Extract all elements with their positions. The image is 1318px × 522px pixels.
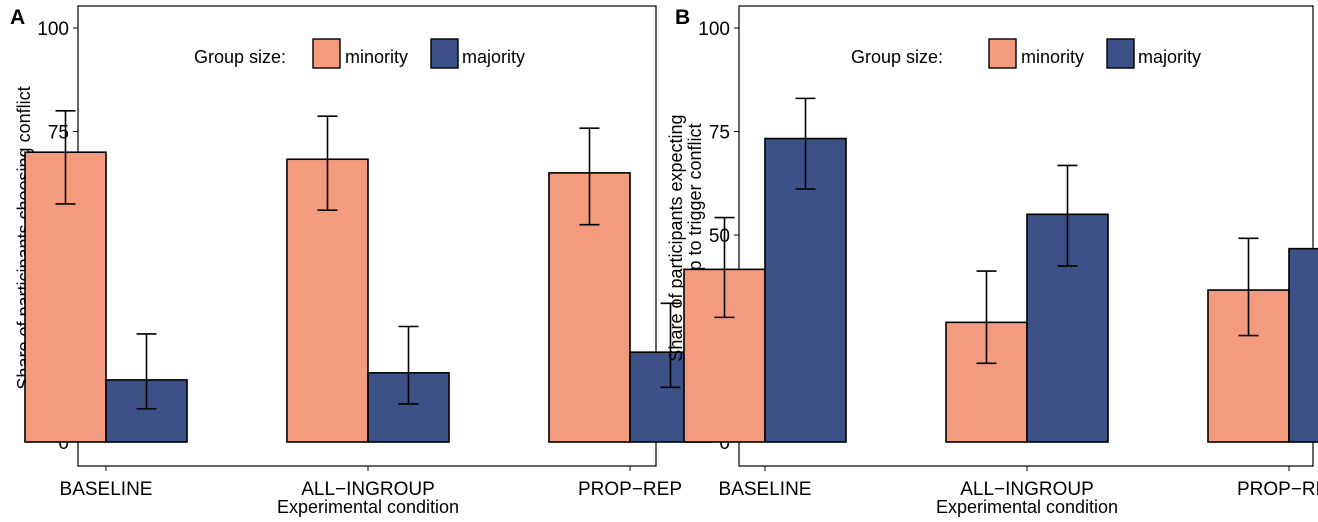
legend-label-majority: majority: [462, 47, 525, 67]
x-tick-label: BASELINE: [719, 479, 812, 500]
y-tick-label: 0: [719, 433, 730, 454]
error-bar-majority-0: [795, 97, 816, 190]
x-tick-label: BASELINE: [60, 479, 153, 500]
x-tick-label: ALL−INGROUP: [960, 479, 1094, 500]
legend-label-majority: majority: [1138, 47, 1201, 67]
legend-title: Group size:: [194, 47, 286, 67]
bar-minority-2: [1207, 289, 1290, 443]
y-tick-label: 100: [698, 19, 730, 40]
x-tick-label: ALL−INGROUP: [301, 479, 435, 500]
legend: Group size: minority majority: [851, 38, 1201, 69]
y-axis-title-line: Share of participants expecting: [666, 114, 686, 361]
legend-title: Group size:: [851, 47, 943, 67]
x-tick-label: PROP−REP: [578, 479, 682, 500]
error-bar-majority-2: [660, 302, 681, 389]
panel-a: A0255075100Share of participants choosin…: [10, 5, 712, 517]
legend-key-majority: [430, 38, 459, 69]
error-bar-minority-2: [579, 127, 600, 226]
legend-label-minority: minority: [1021, 47, 1084, 67]
legend-key-minority: [988, 38, 1017, 69]
error-bar-majority-0: [136, 333, 157, 410]
x-axis-title: Experimental condition: [936, 497, 1118, 517]
error-bar-majority-1: [398, 325, 419, 405]
error-bar-minority-0: [55, 110, 76, 205]
y-tick-label: 100: [37, 19, 69, 40]
error-bar-minority-1: [317, 115, 338, 211]
panel-label: B: [675, 6, 690, 29]
plot-frame: [738, 5, 1314, 467]
x-tick-label: PROP−REP: [1237, 479, 1318, 500]
y-tick-label: 75: [48, 123, 69, 144]
legend-key-minority: [312, 38, 341, 69]
error-bar-minority-1: [976, 270, 997, 365]
legend-key-majority: [1106, 38, 1135, 69]
legend-label-minority: minority: [345, 47, 408, 67]
error-bar-minority-2: [1238, 237, 1259, 337]
error-bar-majority-1: [1057, 164, 1078, 267]
bar-majority-2: [1288, 247, 1318, 443]
y-tick-label: 75: [709, 123, 730, 144]
y-tick-label: 50: [709, 226, 730, 247]
legend: Group size: minority majority: [194, 38, 525, 69]
panel-b: B0255075100Share of participants expecti…: [666, 5, 1318, 517]
panel-label: A: [10, 6, 25, 29]
y-tick-label: 0: [58, 433, 69, 454]
x-axis-title: Experimental condition: [277, 497, 459, 517]
error-bar-minority-0: [714, 216, 735, 319]
